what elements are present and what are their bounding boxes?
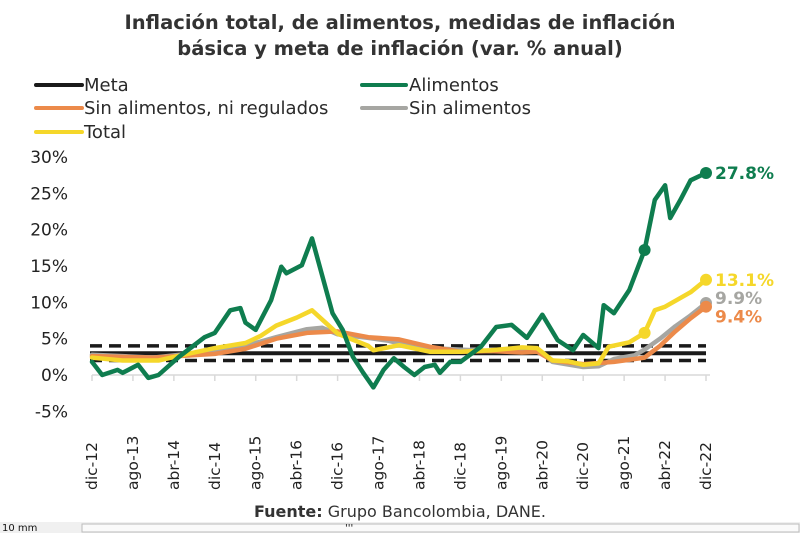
scrollbar-grip[interactable]: ''' xyxy=(345,523,353,533)
series-marker-sin-alimentos-ni-regulados xyxy=(700,300,712,313)
end-label: 9.4% xyxy=(715,308,762,328)
end-label: 13.1% xyxy=(715,271,774,291)
chart-title-line-2: básica y meta de inflación (var. % anual… xyxy=(177,37,623,60)
chart-title-line-1: Inflación total, de alimentos, medidas d… xyxy=(125,11,676,34)
x-tick-label: ago-13 xyxy=(124,436,142,490)
x-tick-label: dic-16 xyxy=(329,442,347,490)
x-tick-label: abr-16 xyxy=(288,440,306,490)
y-tick-label: 25% xyxy=(30,184,68,204)
x-tick-label: dic-14 xyxy=(206,442,224,490)
horizontal-scrollbar[interactable] xyxy=(81,523,800,533)
series-line-alimentos xyxy=(89,170,709,390)
y-tick-label: 5% xyxy=(41,330,68,350)
source-note: Fuente: Grupo Bancolombia, DANE. xyxy=(254,502,546,521)
end-label: 27.8% xyxy=(715,164,774,184)
x-tick-label: abr-22 xyxy=(656,440,674,490)
y-tick-label: -5% xyxy=(35,402,68,422)
legend-label-meta: Meta xyxy=(84,75,129,96)
y-axis: 30% 25% 20% 15% 10% 5% 0% -5% xyxy=(30,148,68,422)
x-tick-label: abr-14 xyxy=(165,440,183,490)
series-marker-alimentos xyxy=(700,166,712,179)
y-tick-label: 30% xyxy=(30,148,68,168)
y-tick-label: 20% xyxy=(30,221,68,241)
series-marker-total xyxy=(700,273,712,286)
y-tick-label: 0% xyxy=(41,366,68,386)
legend-label-total: Total xyxy=(83,122,126,143)
x-axis: dic-12 ago-13 abr-14 dic-14 ago-15 abr-16 dic-… xyxy=(83,374,715,490)
y-tick-label: 10% xyxy=(30,293,68,313)
x-tick-label: ago-21 xyxy=(615,436,633,490)
series-marker-alimentos xyxy=(638,244,651,257)
series-marker-total xyxy=(638,326,651,339)
x-tick-label: dic-12 xyxy=(83,442,101,490)
x-tick-label: ago-19 xyxy=(492,436,510,490)
x-tick-label: dic-18 xyxy=(451,442,469,490)
x-tick-label: ago-15 xyxy=(247,436,265,490)
x-tick-label: ago-17 xyxy=(370,436,388,490)
x-tick-label: dic-20 xyxy=(574,442,592,490)
end-labels: 27.8% 9.4%9.9%13.1% xyxy=(715,164,774,328)
x-tick-label: dic-22 xyxy=(697,442,715,490)
legend: Meta Alimentos Sin alimentos, ni regulad… xyxy=(34,75,531,143)
legend-label-sin-alimentos: Sin alimentos xyxy=(409,98,531,119)
x-tick-label: abr-20 xyxy=(533,440,551,490)
series-lines xyxy=(89,166,712,390)
series-line-total xyxy=(89,277,709,368)
bottom-bar: 10 mm ''' xyxy=(0,522,800,533)
end-label: 9.9% xyxy=(715,289,762,309)
legend-label-alimentos: Alimentos xyxy=(409,75,499,96)
source-bold: Fuente: xyxy=(254,502,323,521)
ruler-label: 10 mm xyxy=(2,523,37,533)
x-tick-label: abr-18 xyxy=(410,440,428,490)
y-tick-label: 15% xyxy=(30,257,68,277)
source-text: Grupo Bancolombia, DANE. xyxy=(323,502,546,521)
legend-label-sin-alimentos-ni-regulados: Sin alimentos, ni regulados xyxy=(84,98,328,119)
